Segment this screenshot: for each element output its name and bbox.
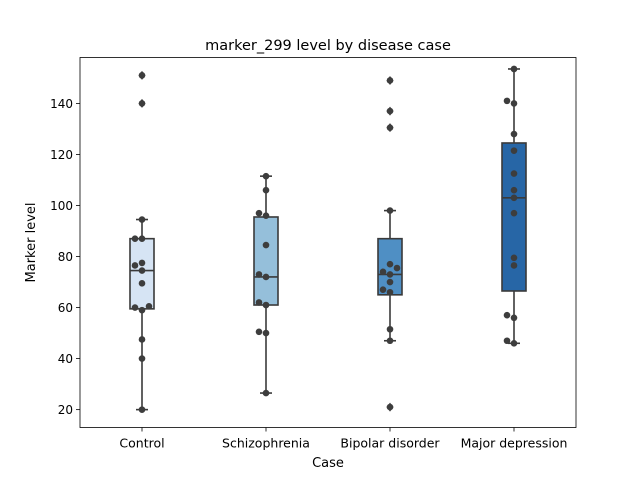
- data-point: [503, 311, 511, 319]
- data-point: [262, 172, 270, 180]
- data-point: [255, 328, 263, 336]
- data-point: [510, 130, 518, 138]
- data-point: [262, 301, 270, 309]
- data-point: [138, 306, 146, 314]
- chart-title: marker_299 level by disease case: [205, 38, 451, 54]
- data-point: [386, 271, 394, 278]
- data-point: [510, 209, 518, 217]
- data-point: [131, 262, 139, 269]
- data-point: [262, 389, 270, 397]
- x-tick-label: Bipolar disorder: [340, 436, 440, 451]
- box: [253, 216, 279, 306]
- data-point: [510, 100, 518, 107]
- data-point: [138, 355, 146, 362]
- data-point: [138, 72, 146, 79]
- x-axis-label: Case: [312, 456, 344, 471]
- points-layer: [131, 65, 518, 413]
- data-point: [386, 124, 394, 131]
- data-point: [386, 107, 394, 115]
- data-point: [510, 314, 518, 322]
- data-point: [510, 262, 518, 269]
- data-point: [255, 299, 263, 306]
- y-tick-label: 40: [58, 352, 73, 366]
- data-point: [386, 325, 394, 333]
- data-point: [145, 302, 153, 310]
- data-point: [510, 186, 518, 194]
- data-point: [379, 268, 387, 276]
- data-point: [262, 329, 270, 337]
- plot-frame: [79, 57, 577, 428]
- data-point: [386, 288, 394, 296]
- data-point: [138, 216, 146, 223]
- data-point: [510, 339, 518, 347]
- y-axis: 20 40 60 80 100 120 140: [50, 97, 80, 417]
- x-tick-label: Major depression: [461, 436, 568, 451]
- data-point: [386, 337, 394, 345]
- data-point: [510, 147, 518, 154]
- data-point: [386, 207, 394, 214]
- data-point: [262, 241, 270, 249]
- y-tick-label: 80: [58, 250, 73, 264]
- data-point: [138, 280, 146, 287]
- data-point: [138, 235, 146, 242]
- data-point: [131, 235, 139, 242]
- data-point: [138, 267, 146, 274]
- x-tick-label: Schizophrenia: [222, 436, 310, 451]
- data-point: [386, 278, 394, 286]
- y-tick-label: 60: [58, 301, 73, 315]
- y-tick-label: 100: [50, 199, 73, 213]
- y-tick-label: 120: [50, 148, 73, 162]
- data-point: [255, 209, 263, 217]
- data-point: [255, 271, 263, 278]
- data-point: [379, 286, 387, 294]
- data-point: [510, 194, 518, 202]
- data-point: [503, 337, 511, 345]
- y-tick-label: 140: [50, 97, 73, 111]
- data-point: [503, 97, 511, 105]
- data-point: [262, 273, 270, 281]
- data-point: [138, 100, 146, 107]
- data-point: [386, 77, 394, 84]
- data-point: [386, 403, 394, 411]
- data-point: [138, 336, 146, 343]
- data-point: [393, 264, 401, 272]
- x-axis: Control Schizophrenia Bipolar disorder Majo…: [119, 427, 568, 451]
- y-tick-label: 20: [58, 403, 73, 417]
- box: [501, 142, 527, 292]
- data-point: [386, 260, 394, 268]
- data-point: [131, 304, 139, 311]
- data-point: [138, 406, 146, 413]
- data-point: [510, 254, 518, 262]
- data-point: [510, 170, 518, 177]
- data-point: [138, 259, 146, 267]
- data-point: [510, 65, 518, 73]
- y-axis-label: Marker level: [24, 203, 39, 283]
- plot-area: [80, 57, 576, 428]
- x-tick-label: Control: [119, 436, 164, 451]
- data-point: [262, 186, 270, 194]
- data-point: [262, 212, 270, 220]
